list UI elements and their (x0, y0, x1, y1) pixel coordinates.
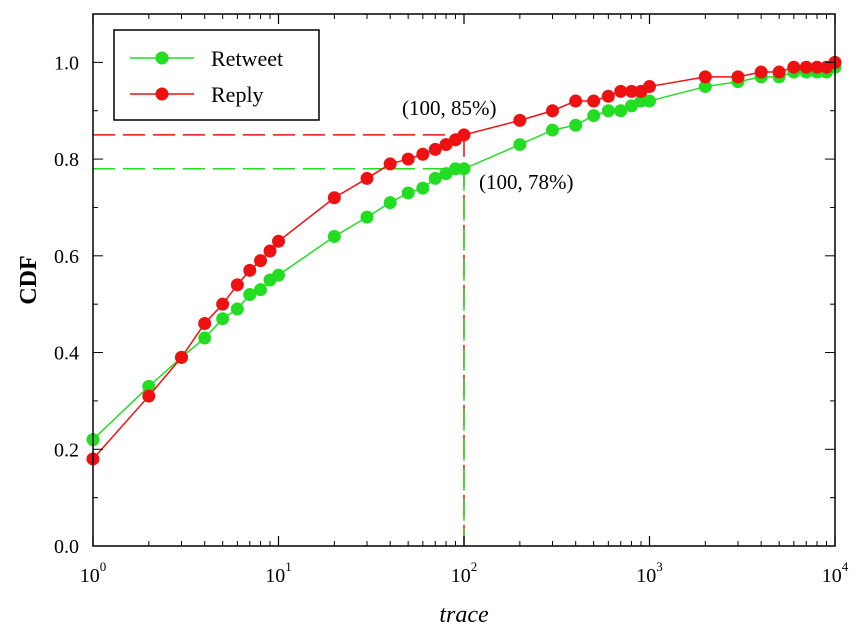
legend-entry-retweet: Retweet (130, 46, 283, 71)
y-tick-label: 0.8 (54, 149, 79, 171)
data-point-retweet (383, 196, 397, 210)
data-point-reply (383, 157, 397, 171)
series-markers-reply (86, 55, 842, 466)
data-point-retweet (546, 123, 560, 137)
series-layer (86, 55, 842, 466)
labels-layer: 100 101 102 103 104 0.0 0.2 0.4 0.6 0.8 1.0 trace CD… (16, 52, 849, 628)
data-point-reply (643, 80, 656, 94)
annotation-reply: (100, 85%) (402, 96, 496, 120)
x-tick-label: 101 (265, 559, 292, 587)
data-point-reply (625, 84, 639, 98)
data-point-retweet (142, 379, 156, 393)
data-point-reply (731, 70, 745, 84)
reference-lines (93, 134, 465, 546)
data-point-retweet (272, 268, 285, 282)
y-tick-label: 0.4 (54, 343, 79, 365)
data-point-reply (810, 60, 824, 74)
data-point-retweet (416, 181, 430, 195)
y-tick-label: 0.6 (54, 246, 79, 268)
annotation-retweet: (100, 78%) (479, 170, 573, 194)
data-point-retweet (614, 104, 628, 118)
y-tick-label: 0.0 (54, 536, 79, 558)
data-point-reply (360, 171, 374, 185)
y-tick-label: 1.0 (54, 52, 79, 74)
x-tick-label: 103 (636, 559, 663, 587)
x-axis-title: trace (439, 602, 489, 628)
data-point-reply (230, 278, 244, 292)
data-point-reply (513, 113, 527, 127)
data-point-retweet (698, 80, 712, 94)
data-point-reply (799, 60, 813, 74)
data-point-retweet (216, 312, 230, 326)
data-point-reply (243, 263, 257, 277)
data-point-reply (587, 94, 601, 108)
data-point-retweet (243, 288, 257, 302)
data-point-retweet (643, 94, 656, 108)
legend-marker-reply (155, 87, 169, 101)
data-point-retweet (198, 331, 212, 345)
data-point-reply (216, 297, 230, 311)
data-point-retweet (601, 104, 615, 118)
data-point-reply (601, 89, 615, 103)
data-point-retweet (587, 109, 601, 123)
data-point-reply (428, 142, 442, 156)
x-tick-label: 104 (822, 559, 849, 587)
data-point-reply (327, 191, 341, 205)
data-point-reply (401, 152, 415, 166)
annotations: (100, 85%) (100, 78%) (402, 96, 573, 194)
data-point-retweet (254, 283, 268, 297)
legend-entry-reply: Reply (130, 82, 264, 107)
data-point-retweet (230, 302, 244, 316)
data-point-retweet (513, 138, 527, 152)
data-point-reply (254, 254, 268, 268)
data-point-reply (754, 65, 768, 79)
data-point-reply (175, 350, 189, 364)
x-tick-label: 102 (451, 559, 478, 587)
legend-label-reply: Reply (211, 82, 264, 107)
legend-marker-retweet (155, 51, 169, 65)
data-point-reply (569, 94, 583, 108)
data-point-retweet (428, 171, 442, 185)
legend-box (113, 29, 320, 121)
ticks-layer (92, 13, 836, 547)
data-point-reply (546, 104, 560, 118)
legend-label-retweet: Retweet (211, 46, 283, 71)
data-point-reply (142, 389, 156, 403)
x-tick-label: 100 (80, 559, 107, 587)
data-point-reply (457, 128, 471, 142)
data-point-reply (772, 65, 786, 79)
data-point-retweet (360, 210, 374, 224)
y-axis-title: CDF (16, 255, 42, 304)
data-point-reply (416, 147, 430, 161)
legend: Retweet Reply (113, 29, 320, 121)
data-point-retweet (401, 186, 415, 200)
y-tick-label: 0.2 (54, 439, 79, 461)
data-point-retweet (457, 162, 471, 176)
data-point-reply (272, 234, 285, 248)
data-point-retweet (327, 229, 341, 243)
data-point-reply (787, 60, 801, 74)
data-point-reply (198, 317, 212, 331)
data-point-retweet (569, 118, 583, 132)
data-point-reply (698, 70, 712, 84)
data-point-reply (263, 244, 277, 258)
data-point-reply (614, 84, 628, 98)
